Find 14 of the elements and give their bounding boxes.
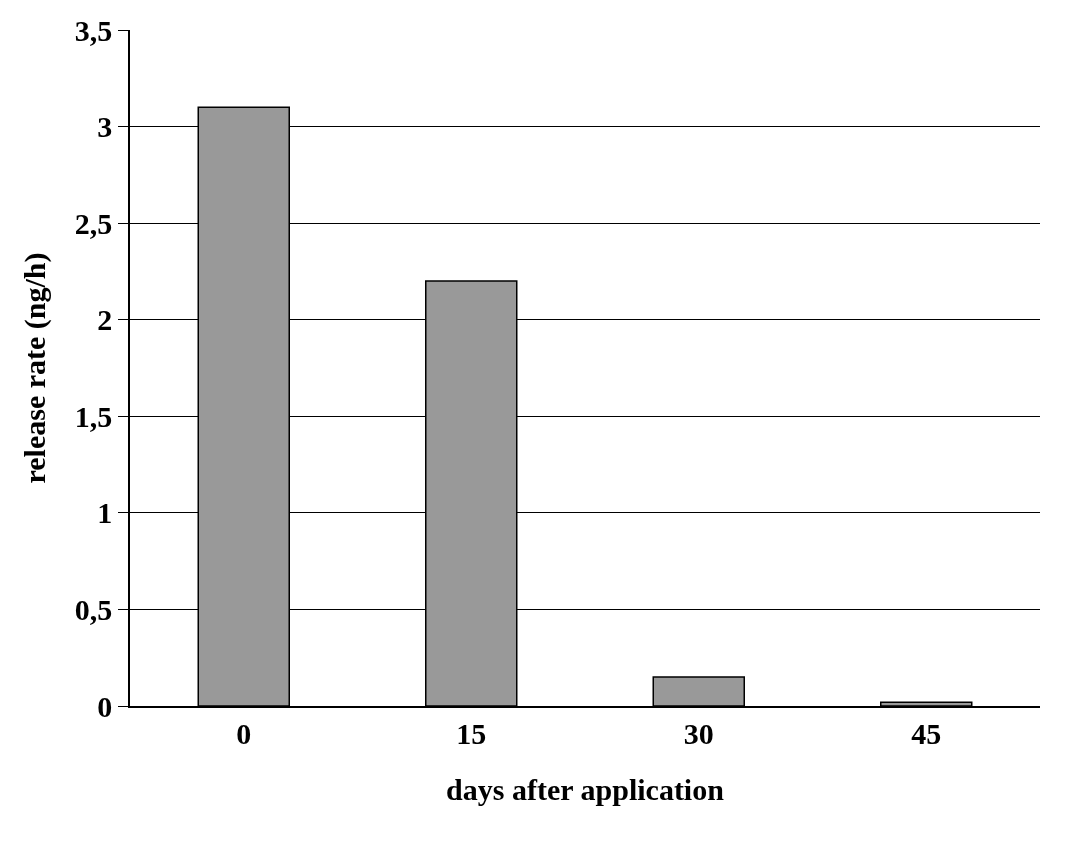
x-tick-label: 30: [683, 716, 714, 750]
x-axis-title: days after application: [446, 772, 725, 806]
y-tick-label: 0: [97, 689, 113, 723]
x-tick-label: 45: [911, 716, 942, 750]
y-tick-label: 0,5: [74, 592, 113, 626]
y-tick-label: 2,5: [74, 206, 113, 240]
y-tick-label: 1: [97, 496, 113, 530]
x-tick-label: 15: [456, 716, 487, 750]
y-tick-label: 3,5: [74, 13, 113, 47]
x-tick-label: 0: [236, 716, 252, 750]
y-tick-label: 1,5: [74, 399, 113, 433]
y-tick-label: 3: [97, 110, 113, 144]
y-tick-label: 2: [97, 303, 113, 337]
y-axis-title: release rate (ng/h): [18, 252, 53, 484]
